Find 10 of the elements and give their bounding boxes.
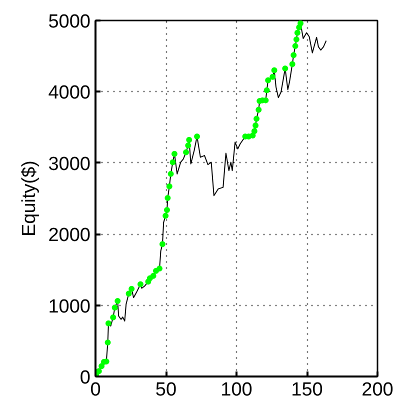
y-tick-label: 2000 (48, 225, 91, 246)
y-tick-label: 5000 (48, 12, 91, 32)
x-tick-label: 200 (362, 380, 394, 400)
x-tick-label: 50 (155, 380, 177, 400)
y-tick-label: 3000 (48, 154, 91, 175)
y-axis-title: Equity($) (19, 160, 40, 237)
x-tick-label: 150 (291, 380, 323, 400)
y-tick-label: 4000 (48, 82, 91, 104)
x-tick-label: 100 (220, 380, 252, 400)
y-tick-label: 1000 (48, 296, 91, 318)
